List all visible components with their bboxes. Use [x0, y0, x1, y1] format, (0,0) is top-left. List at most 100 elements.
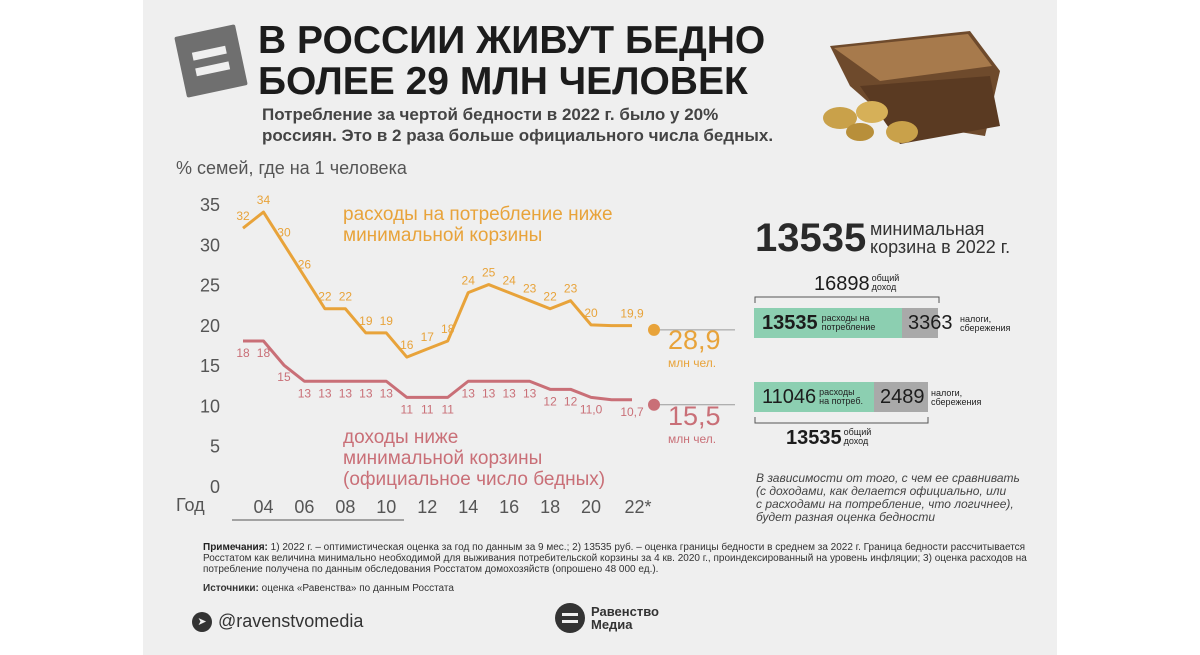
- data-label: 11: [442, 402, 455, 416]
- data-label: 34: [257, 193, 271, 207]
- y-tick-label: 30: [200, 235, 220, 255]
- scenario1-bracket: [754, 296, 940, 303]
- data-label: 23: [523, 282, 537, 296]
- scenario2-consumption-bar: 11046 расходы на потреб.: [754, 382, 874, 412]
- scenario2-total-caption: общий доход: [843, 427, 872, 446]
- y-tick-label: 25: [200, 276, 220, 296]
- scenario2-total-value: 13535: [786, 427, 842, 449]
- telegram-link[interactable]: ➤ @ravenstvomedia: [192, 611, 363, 632]
- end-marker-income: [648, 398, 660, 411]
- sources-label: Источники:: [203, 583, 259, 594]
- x-tick-label: 08: [335, 497, 355, 517]
- data-label: 24: [502, 274, 516, 288]
- min-basket-value: 13535: [755, 216, 867, 260]
- min-basket-caption: минимальная корзина в 2022 г.: [870, 219, 1011, 257]
- end-unit-consumption: млн чел.: [668, 356, 717, 370]
- series-line-consumption: [242, 210, 632, 359]
- page-subtitle: Потребление за чертой бедности в 2022 г.…: [262, 105, 774, 145]
- x-tick-label: 22*: [624, 497, 651, 517]
- data-label: 22: [318, 290, 332, 304]
- data-label: 16: [400, 338, 414, 352]
- data-label: 13: [298, 386, 312, 400]
- x-axis-label: Год: [176, 495, 205, 515]
- bread-and-coins-illustration: [823, 31, 1000, 144]
- x-tick-label: 14: [458, 497, 478, 517]
- footnotes: Примечания: 1) 2022 г. – оптимистическая…: [203, 542, 1033, 575]
- brand-name: Равенство Медиа: [591, 604, 659, 632]
- notes-text: 1) 2022 г. – оптимистическая оценка за г…: [203, 542, 1027, 575]
- telegram-icon: ➤: [192, 611, 212, 632]
- scenario1-total: 16898 общий доход: [814, 273, 899, 296]
- scenario1-other-bar: 3363: [902, 308, 953, 338]
- y-tick-label: 15: [200, 356, 220, 376]
- y-axis-label: % семей, где на 1 человека: [176, 158, 407, 178]
- data-label: 10,7: [620, 405, 644, 419]
- y-tick-label: 5: [210, 437, 220, 457]
- data-label: 22: [543, 290, 557, 304]
- series-label-income: доходы ниже минимальной корзины (официал…: [343, 427, 606, 490]
- data-label: 18: [257, 346, 271, 360]
- y-tick-label: 20: [200, 316, 220, 336]
- data-label: 17: [421, 330, 435, 344]
- data-label: 13: [462, 386, 476, 400]
- telegram-handle: @ravenstvomedia: [218, 611, 364, 631]
- y-tick-label: 10: [200, 396, 220, 416]
- data-label: 18: [441, 322, 455, 336]
- page-title: В РОССИИ ЖИВУТ БЕДНО БОЛЕЕ 29 МЛН ЧЕЛОВЕ…: [258, 19, 766, 103]
- x-tick-label: 04: [253, 497, 273, 517]
- scenario1-total-value: 16898: [814, 273, 870, 295]
- x-tick-label: 18: [540, 497, 560, 517]
- data-label: 15: [277, 370, 291, 384]
- scenario1-consumption-caption: расходы на потребление: [821, 313, 876, 332]
- data-label: 11,0: [580, 402, 603, 416]
- data-label: 13: [523, 386, 537, 400]
- brand-logo: Равенство Медиа: [555, 603, 659, 633]
- scenario1-consumption-bar: 13535 расходы на потребление: [754, 308, 902, 338]
- data-label: 32: [236, 209, 250, 223]
- data-label: 13: [359, 386, 373, 400]
- data-label: 22: [339, 290, 353, 304]
- scenario2-consumption-caption: расходы на потреб.: [819, 387, 863, 406]
- data-label: 25: [482, 266, 496, 280]
- sources-text: оценка «Равенства» по данным Росстата: [261, 583, 454, 594]
- series-line-income: [243, 339, 632, 402]
- data-label: 13: [339, 386, 353, 400]
- scenario2-bracket: [754, 417, 929, 424]
- data-label: 19,9: [620, 307, 644, 321]
- scenario2-other-value: 2489: [880, 385, 925, 408]
- data-label: 12: [564, 394, 578, 408]
- scenario2-total: 13535 общий доход: [786, 427, 871, 450]
- x-tick-label: 16: [499, 497, 519, 517]
- equals-brand-icon: [555, 603, 585, 633]
- scenario1-consumption-value: 13535: [762, 311, 818, 334]
- comparison-note: В зависимости от того, с чем ее сравнива…: [756, 471, 1020, 524]
- scenario1-total-caption: общий доход: [871, 273, 900, 292]
- data-label: 13: [380, 386, 394, 400]
- data-label: 13: [318, 386, 332, 400]
- y-tick-label: 35: [200, 195, 220, 215]
- end-marker-consumption: [648, 323, 660, 336]
- sources: Источники: оценка «Равенства» по данным …: [203, 583, 454, 594]
- series-label-consumption: расходы на потребление ниже минимальной …: [343, 204, 613, 246]
- end-unit-income: млн чел.: [668, 432, 717, 446]
- x-tick-label: 10: [376, 497, 396, 517]
- data-label: 23: [564, 282, 578, 296]
- data-label: 26: [298, 258, 312, 272]
- data-label: 12: [543, 394, 557, 408]
- scenario1-other-value: 3363: [908, 311, 953, 334]
- data-label: 20: [584, 306, 598, 320]
- y-tick-label: 0: [210, 477, 220, 497]
- data-label: 19: [380, 314, 394, 328]
- data-label: 11: [401, 402, 414, 416]
- end-value-income: 15,5: [668, 401, 721, 431]
- scenario2-consumption-value: 11046: [762, 385, 817, 408]
- data-label: 19: [359, 314, 373, 328]
- data-label: 13: [482, 386, 496, 400]
- x-tick-label: 20: [581, 497, 601, 517]
- x-tick-label: 06: [294, 497, 314, 517]
- data-label: 13: [502, 386, 516, 400]
- notes-label: Примечания:: [203, 542, 268, 553]
- scenario2-other-caption: налоги, сбережения: [931, 388, 982, 407]
- x-tick-label: 12: [417, 497, 437, 517]
